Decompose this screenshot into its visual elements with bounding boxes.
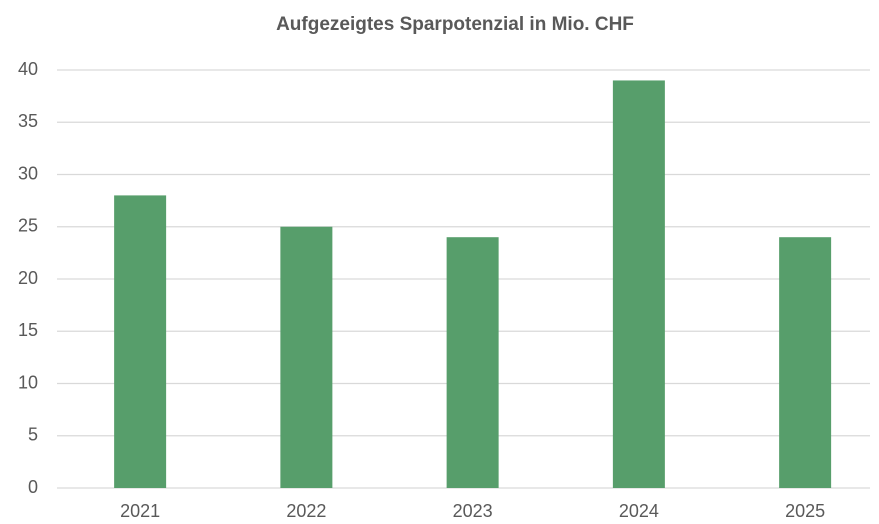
- y-tick-label: 40: [18, 59, 38, 79]
- bar: [280, 226, 333, 488]
- x-tick-label: 2024: [619, 501, 659, 521]
- x-tick-label: 2025: [785, 501, 825, 521]
- y-tick-label: 30: [18, 163, 38, 183]
- x-tick-label: 2023: [453, 501, 493, 521]
- bar: [114, 195, 167, 488]
- x-tick-label: 2022: [286, 501, 326, 521]
- y-tick-label: 5: [28, 425, 38, 445]
- chart-title: Aufgezeigtes Sparpotenzial in Mio. CHF: [276, 14, 634, 35]
- bar: [446, 237, 499, 488]
- y-tick-label: 15: [18, 320, 38, 340]
- y-tick-label: 20: [18, 268, 38, 288]
- y-tick-label: 35: [18, 111, 38, 131]
- y-tick-label: 25: [18, 216, 38, 236]
- y-tick-label: 10: [18, 372, 38, 392]
- bar: [779, 237, 832, 488]
- y-tick-label: 0: [28, 477, 38, 497]
- bar: [612, 80, 665, 488]
- x-tick-label: 2021: [120, 501, 160, 521]
